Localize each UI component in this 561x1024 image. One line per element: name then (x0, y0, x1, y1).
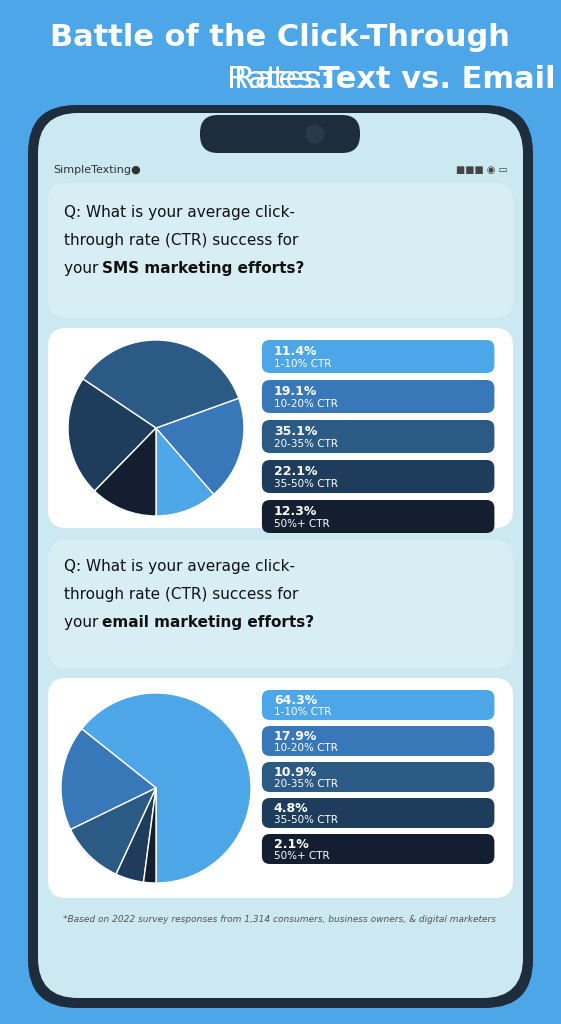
Text: 19.1%: 19.1% (274, 385, 318, 398)
FancyBboxPatch shape (48, 328, 513, 528)
Text: 2.1%: 2.1% (274, 838, 309, 851)
Text: ■■■ ◉ ▭: ■■■ ◉ ▭ (456, 165, 508, 175)
Text: Rates:: Rates: (234, 66, 340, 94)
Text: Text vs. Email: Text vs. Email (234, 66, 555, 94)
Text: 35-50% CTR: 35-50% CTR (274, 815, 338, 824)
FancyBboxPatch shape (262, 834, 494, 864)
Text: 50%+ CTR: 50%+ CTR (274, 519, 329, 528)
Text: *Based on 2022 survey responses from 1,314 consumers, business owners, & digital: *Based on 2022 survey responses from 1,3… (63, 915, 496, 925)
Wedge shape (156, 398, 244, 495)
Text: 35.1%: 35.1% (274, 425, 318, 438)
FancyBboxPatch shape (28, 105, 533, 1008)
FancyBboxPatch shape (262, 762, 494, 792)
FancyBboxPatch shape (200, 115, 360, 153)
FancyBboxPatch shape (38, 113, 523, 998)
Text: SimpleTexting●: SimpleTexting● (53, 165, 141, 175)
Text: 22.1%: 22.1% (274, 465, 318, 478)
Text: Rates:: Rates: (227, 66, 333, 94)
Text: 50%+ CTR: 50%+ CTR (274, 851, 329, 860)
Text: 35-50% CTR: 35-50% CTR (274, 479, 338, 488)
Text: 1-10% CTR: 1-10% CTR (274, 707, 332, 717)
Text: SMS marketing efforts?: SMS marketing efforts? (102, 261, 305, 276)
Circle shape (306, 125, 324, 143)
Text: 10.9%: 10.9% (274, 766, 318, 779)
Text: 4.8%: 4.8% (274, 802, 309, 815)
FancyBboxPatch shape (262, 420, 494, 453)
Wedge shape (95, 428, 156, 516)
Wedge shape (144, 788, 156, 883)
Text: 20-35% CTR: 20-35% CTR (274, 438, 338, 449)
Wedge shape (68, 379, 156, 490)
FancyBboxPatch shape (262, 340, 494, 373)
Text: your: your (64, 261, 103, 276)
Text: 11.4%: 11.4% (274, 345, 318, 358)
Text: 64.3%: 64.3% (274, 694, 317, 707)
FancyBboxPatch shape (262, 690, 494, 720)
Text: 17.9%: 17.9% (274, 730, 318, 743)
Text: email marketing efforts?: email marketing efforts? (102, 615, 314, 631)
Wedge shape (83, 340, 239, 428)
Text: 20-35% CTR: 20-35% CTR (274, 778, 338, 788)
Text: 10-20% CTR: 10-20% CTR (274, 398, 338, 409)
Text: Q: What is your average click-: Q: What is your average click- (64, 559, 295, 574)
Text: through rate (CTR) success for: through rate (CTR) success for (64, 588, 298, 602)
FancyBboxPatch shape (262, 726, 494, 756)
Text: 12.3%: 12.3% (274, 505, 318, 518)
Text: Rates: ​Text vs. Email: Rates: ​Text vs. Email (102, 66, 458, 94)
Text: Battle of the Click-Through: Battle of the Click-Through (50, 24, 510, 52)
FancyBboxPatch shape (262, 380, 494, 413)
Wedge shape (116, 788, 156, 882)
Text: your: your (64, 615, 103, 631)
FancyBboxPatch shape (48, 183, 513, 318)
Wedge shape (71, 788, 156, 874)
Wedge shape (82, 693, 251, 883)
Wedge shape (156, 428, 214, 516)
FancyBboxPatch shape (262, 460, 494, 493)
Text: 1-10% CTR: 1-10% CTR (274, 358, 332, 369)
Text: Q: What is your average click-: Q: What is your average click- (64, 206, 295, 220)
Wedge shape (61, 729, 156, 829)
Text: 10-20% CTR: 10-20% CTR (274, 742, 338, 753)
FancyBboxPatch shape (48, 540, 513, 668)
FancyBboxPatch shape (262, 500, 494, 534)
Text: through rate (CTR) success for: through rate (CTR) success for (64, 233, 298, 249)
FancyBboxPatch shape (262, 798, 494, 828)
FancyBboxPatch shape (48, 678, 513, 898)
